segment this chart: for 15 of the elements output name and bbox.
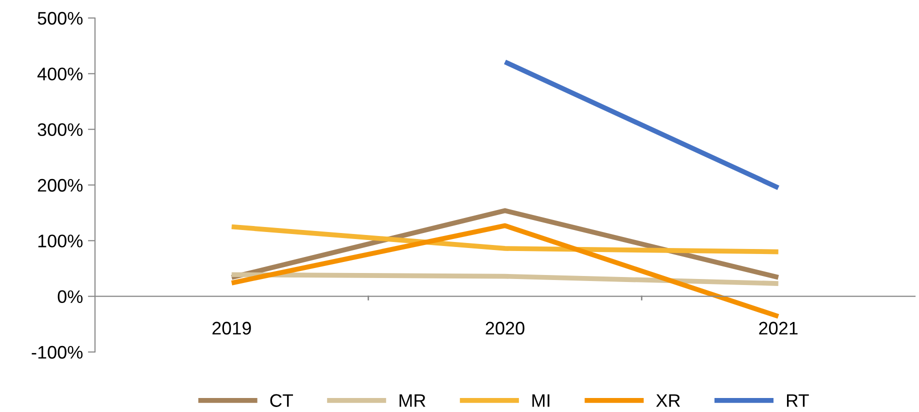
x-tick-label: 2021 <box>759 322 798 335</box>
legend-label: MI <box>532 394 550 407</box>
legend-label: MR <box>400 394 426 407</box>
y-tick-label: 500% <box>38 12 83 25</box>
legend-label: XR <box>656 394 680 407</box>
y-tick-label: 0% <box>58 290 83 304</box>
y-tick-label: 200% <box>38 178 83 192</box>
x-tick-label: 2020 <box>486 322 524 335</box>
y-tick-label: 300% <box>38 123 83 136</box>
y-tick-label: -100% <box>32 346 83 359</box>
legend-label: RT <box>787 394 809 407</box>
x-tick-label: 2019 <box>212 322 251 335</box>
legend-label: CT <box>270 394 293 407</box>
y-tick-label: 100% <box>38 234 83 248</box>
y-tick-label: 400% <box>37 68 83 80</box>
